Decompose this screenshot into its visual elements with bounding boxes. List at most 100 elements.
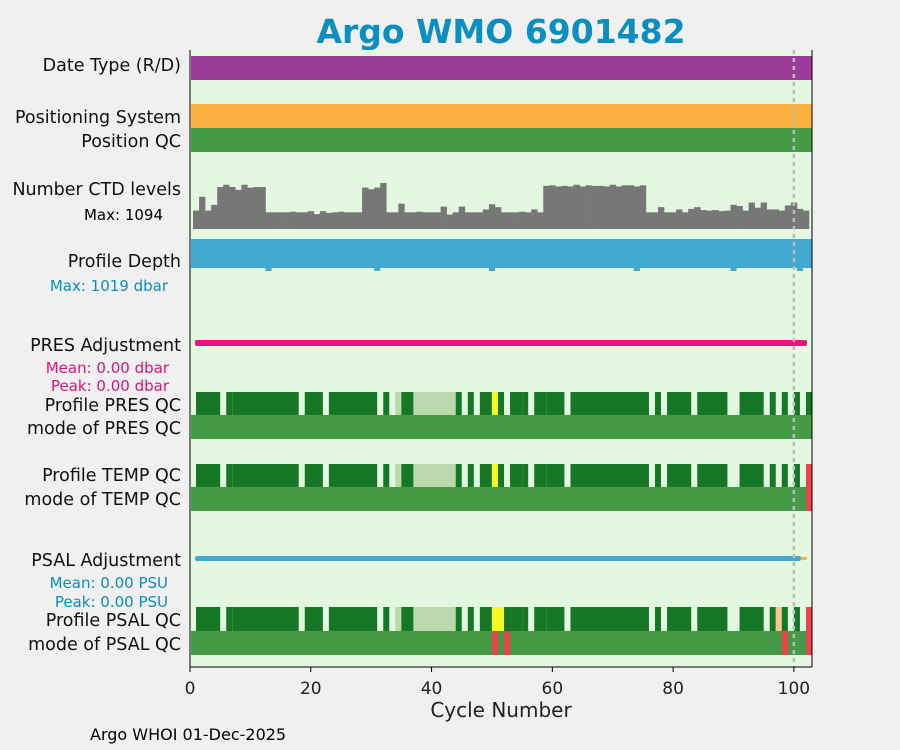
ctd-level-bar [670,212,677,229]
temp-qc-segment [401,464,414,487]
ctd-level-bar [488,204,496,229]
psal-adjustment-line [195,556,801,561]
ctd-level-bar [374,187,381,229]
temp-qc-segment [413,464,456,487]
psal-qc-segment [667,607,692,631]
ctd-level-bar [404,212,411,229]
ctd-level-bar [615,186,623,229]
row-label-psal-adj: PSAL Adjustment [31,551,181,571]
ctd-level-bar [658,207,665,229]
ctd-level-bar [543,185,550,229]
ctd-level-bar [205,210,212,229]
ctd-level-bar [247,187,254,229]
ctd-level-bar [706,210,713,229]
ctd-level-bar [368,189,375,229]
pres-qc-segment [401,392,414,415]
pres-qc-segment [491,392,498,415]
ctd-level-bar [736,206,743,229]
temp-qc-segment [467,464,474,487]
ctd-level-bar [428,212,435,229]
pres-qc-segment [510,392,523,415]
row-label-pres-mode: mode of PRES QC [27,419,181,439]
ctd-level-bar [694,207,701,229]
temp-qc-segment [328,464,378,487]
ctd-level-bar [241,184,248,229]
profile-depth-dip [730,266,737,271]
annotation-psal-peak: Peak: 0.00 PSU [55,593,168,611]
ctd-level-bar [724,210,731,229]
x-axis-title: Cycle Number [430,698,572,722]
pres-qc-segment [697,392,728,415]
ctd-level-bar [585,185,592,229]
x-tick-label: 80 [662,679,684,699]
psal-qc-segment [467,607,474,631]
ctd-level-bar [343,212,351,229]
ctd-level-bar [730,204,737,229]
row-label-pres-qc: Profile PRES QC [45,396,181,416]
ctd-level-bar [392,212,399,229]
pres-qc-segment [479,392,492,415]
ctd-level-bar [507,212,514,229]
ctd-level-bar [760,202,768,229]
pres-qc-segment [522,392,529,415]
temp-qc-segment [196,464,221,487]
ctd-level-bar [519,211,526,229]
ctd-level-bar [651,212,659,229]
temp-mode-segment [805,487,812,511]
ctd-level-bar [422,212,429,229]
temp-mode-bar [191,487,813,511]
ctd-level-bar [319,211,327,229]
ctd-level-bar [229,187,236,229]
psal-mode-bar [191,631,813,655]
temp-qc-segment [226,464,233,487]
ctd-level-bar [253,187,260,229]
temp-qc-segment [793,464,800,487]
temp-qc-segment [654,464,662,487]
temp-qc-segment [395,464,402,487]
ctd-level-bar [211,204,218,229]
row-label-temp-mode: mode of TEMP QC [24,490,181,510]
ctd-level-bar [350,212,357,229]
row-label-temp-qc: Profile TEMP QC [42,466,181,486]
row-label-psal-mode: mode of PSAL QC [28,635,181,655]
psal-qc-segment [413,607,456,631]
temp-qc-segment [232,464,299,487]
profile-depth-dip [633,266,640,271]
temp-qc-segment [491,464,498,487]
temp-qc-segment [304,464,323,487]
psal-qc-segment [232,607,299,631]
psal-qc-segment [781,607,788,631]
ctd-level-bar [700,210,707,229]
pres-qc-segment [232,392,299,415]
ctd-level-bar [440,206,447,229]
ctd-level-bar [410,212,417,229]
pres-qc-segment [226,392,233,415]
temp-qc-segment [455,464,462,487]
ctd-level-bar [682,212,689,229]
temp-qc-segment [383,464,390,487]
psal-qc-segment [769,607,776,631]
pres-qc-segment [570,392,649,415]
profile-depth-dip [374,266,381,271]
ctd-level-bar [416,211,423,229]
date-type-bar [191,56,813,80]
ctd-level-bar [356,212,363,229]
temp-qc-segment [781,464,788,487]
ctd-level-bar [277,212,284,229]
ctd-level-bar [501,212,508,229]
ctd-level-bar [567,186,574,229]
temp-qc-segment [697,464,728,487]
psal-mode-segment [805,631,812,655]
position-qc-bar [191,128,813,152]
psal-qc-segment [395,607,402,631]
psal-qc-segment [510,607,523,631]
ctd-level-bar [313,214,321,229]
psal-qc-segment [775,607,782,631]
pres-qc-segment [654,392,662,415]
ctd-level-bar [295,212,303,229]
psal-qc-segment [805,607,812,631]
ctd-level-bar [591,185,598,229]
ctd-level-bar [525,212,532,229]
x-tick-label: 0 [185,679,196,699]
